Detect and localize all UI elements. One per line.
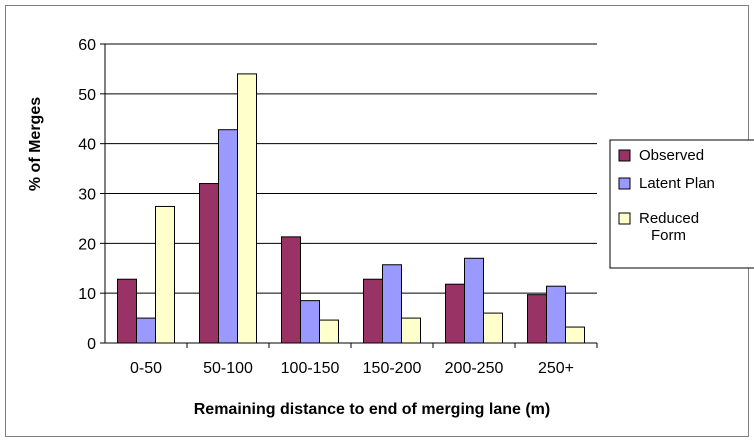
bar-observed-0-50 <box>117 278 137 344</box>
bar-latent-plan-0-50 <box>136 317 156 344</box>
grid-lines <box>105 43 597 294</box>
bar-observed-50-100 <box>199 183 219 344</box>
y-tick-label: 0 <box>87 336 96 353</box>
tick-labels: 0 10 20 30 40 50 60 0-50 50-100 100-150 150-200 200… <box>78 37 574 377</box>
y-tick-label: 50 <box>78 87 96 104</box>
x-tick-label: 250+ <box>538 360 574 377</box>
bar-reduced-form-150-200 <box>401 317 421 344</box>
bar-reduced-form-50-100 <box>237 73 257 344</box>
x-tick-label: 50-100 <box>203 360 253 377</box>
legend: Observed Latent Plan Reduced Form <box>609 139 754 269</box>
bar-observed-100-150 <box>281 236 301 344</box>
x-tick-label: 200-250 <box>445 360 504 377</box>
legend-swatch <box>618 149 631 162</box>
bar-reduced-form-100-150 <box>319 319 339 344</box>
y-tick-label: 20 <box>78 236 96 253</box>
legend-label: Reduced Form <box>639 210 699 244</box>
bar-latent-plan-200-250 <box>464 257 484 344</box>
legend-box <box>609 139 754 269</box>
legend-label: Latent Plan <box>639 175 715 192</box>
bar-latent-plan-50-100 <box>218 129 238 344</box>
bar-observed-250+ <box>527 294 547 344</box>
bar-observed-150-200 <box>363 278 383 344</box>
bar-latent-plan-100-150 <box>300 300 320 344</box>
legend-swatch <box>618 177 631 190</box>
x-tick-label: 0-50 <box>130 360 162 377</box>
y-axis-title: % of Merges <box>27 97 44 191</box>
y-tick-label: 30 <box>78 187 96 204</box>
bar-observed-200-250 <box>445 283 465 344</box>
bar-latent-plan-150-200 <box>382 264 402 344</box>
legend-label: Observed <box>639 147 704 164</box>
bar-reduced-form-0-50 <box>155 205 175 344</box>
x-tick-label: 150-200 <box>363 360 422 377</box>
y-tick-label: 40 <box>78 137 96 154</box>
bar-reduced-form-200-250 <box>483 312 503 344</box>
legend-swatch <box>618 212 631 225</box>
bar-latent-plan-250+ <box>546 285 566 344</box>
bars <box>117 73 585 344</box>
x-axis-title: Remaining distance to end of merging lan… <box>194 401 550 418</box>
y-tick-label: 60 <box>78 37 96 54</box>
bar-reduced-form-250+ <box>565 326 585 344</box>
axes <box>100 43 598 348</box>
y-tick-label: 10 <box>78 286 96 303</box>
x-tick-label: 100-150 <box>281 360 340 377</box>
